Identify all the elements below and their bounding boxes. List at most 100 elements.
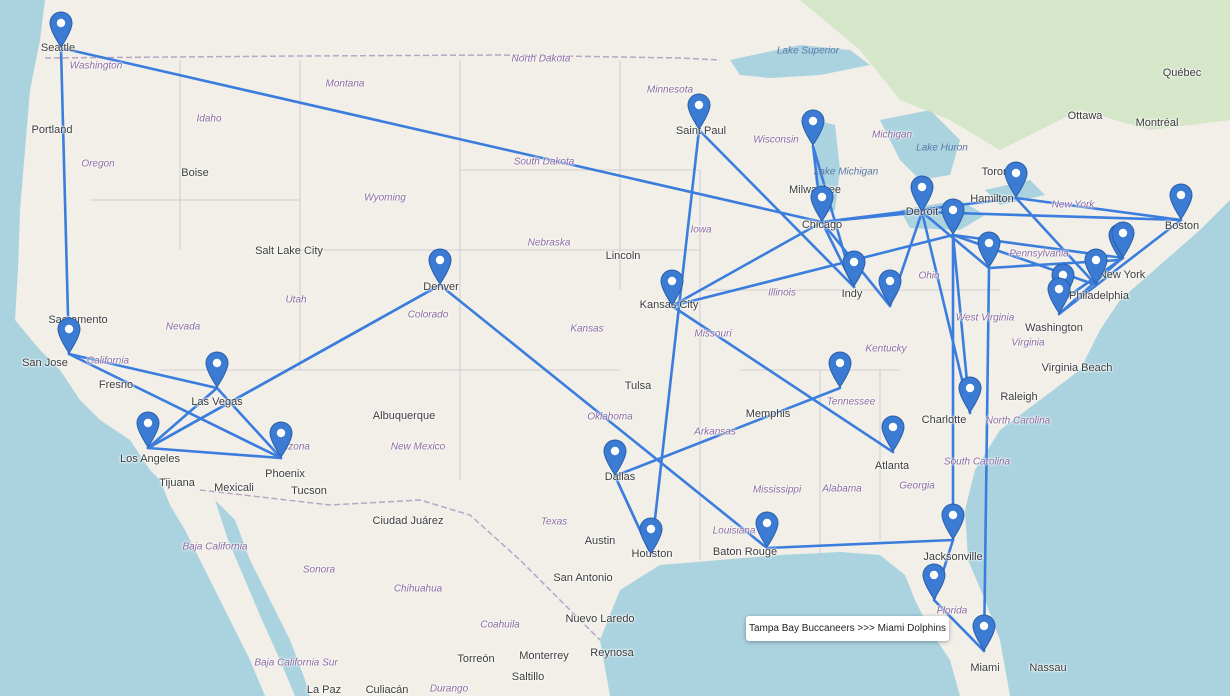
region-label-newyorkstate: New York: [1051, 199, 1095, 211]
route-line-sf-ari: [67, 352, 283, 460]
city-label-phoenix: Phoenix: [265, 468, 305, 480]
map-marker-icon[interactable]: [1083, 247, 1109, 285]
map-marker-icon[interactable]: [48, 10, 74, 48]
city-label-miami: Miami: [970, 662, 1000, 674]
map-marker-icon[interactable]: [827, 350, 853, 388]
city-label-montreal: Montréal: [1135, 117, 1179, 129]
region-label-iowa: Iowa: [690, 224, 712, 236]
region-label-colorado: Colorado: [407, 309, 449, 321]
city-label-jacksonville: Jacksonville: [923, 551, 983, 563]
map-marker-icon[interactable]: [754, 510, 780, 548]
map-marker-icon[interactable]: [921, 562, 947, 600]
city-label-lasvegas: Las Vegas: [191, 396, 243, 408]
route-line-tb-mia: [932, 598, 986, 653]
map-marker-icon[interactable]: [686, 92, 712, 130]
region-label-minnesota: Minnesota: [646, 84, 694, 96]
route-line-no-jax: [765, 538, 955, 550]
region-label-newmexico: New Mexico: [390, 441, 446, 453]
region-label-kentucky: Kentucky: [865, 343, 907, 355]
water-label-lakesuperior: Lake Superior: [776, 45, 840, 57]
region-label-arizona: Arizona: [276, 441, 310, 453]
city-label-washington: Washington: [1025, 322, 1083, 334]
city-label-denver: Denver: [423, 281, 459, 293]
city-label-nassau: Nassau: [1029, 662, 1067, 674]
map-marker-icon[interactable]: [659, 268, 685, 306]
route-line-buf-ne: [1014, 196, 1183, 222]
map-marker-icon[interactable]: [957, 375, 983, 413]
region-label-southcarolina: South Carolina: [943, 456, 1011, 468]
route-line-den-la: [146, 283, 442, 450]
city-label-sanjose: San Jose: [22, 357, 68, 369]
city-label-charlotte: Charlotte: [921, 414, 967, 426]
map-marker-icon[interactable]: [135, 410, 161, 448]
route-line-la-lv: [146, 386, 219, 450]
region-label-coahuila: Coahuila: [480, 619, 520, 631]
city-label-saltlake: Salt Lake City: [255, 245, 323, 257]
route-line-kc-cle: [670, 233, 955, 308]
map-marker-icon[interactable]: [1168, 182, 1194, 220]
region-label-virginia: Virginia: [1011, 337, 1045, 349]
city-label-seattle: Seattle: [40, 42, 76, 54]
route-line-ne-was: [1057, 218, 1183, 316]
region-label-florida: Florida: [936, 605, 968, 617]
map-marker-icon[interactable]: [877, 268, 903, 306]
region-label-california: California: [86, 355, 130, 367]
city-label-detroit: Detroit: [905, 206, 939, 218]
region-label-tennessee: Tennessee: [826, 396, 876, 408]
region-label-kansas: Kansas: [570, 323, 604, 335]
region-label-bajacalifornia: Baja California: [182, 541, 248, 553]
region-label-nevada: Nevada: [165, 321, 201, 333]
map-marker-icon[interactable]: [976, 230, 1002, 268]
route-line-min-hou: [649, 128, 701, 556]
region-label-wisconsin: Wisconsin: [753, 134, 799, 146]
region-label-northdakota: North Dakota: [511, 53, 571, 65]
route-line-chi-kc: [670, 220, 824, 308]
map-marker-icon[interactable]: [204, 350, 230, 388]
map-marker-icon[interactable]: [1110, 220, 1136, 258]
route-line-min-ind: [697, 128, 856, 289]
city-label-tulsa: Tulsa: [624, 380, 652, 392]
region-label-alabama: Alabama: [822, 483, 862, 495]
map-marker-icon[interactable]: [1003, 160, 1029, 198]
map-marker-icon[interactable]: [268, 420, 294, 458]
map-marker-icon[interactable]: [880, 414, 906, 452]
map-marker-icon[interactable]: [809, 184, 835, 222]
map-marker-icon[interactable]: [940, 197, 966, 235]
route-line-dal-ten: [613, 386, 842, 478]
map-marker-icon[interactable]: [800, 108, 826, 146]
city-label-fresno: Fresno: [98, 379, 134, 391]
city-label-ciudadjuarez: Ciudad Juárez: [372, 515, 444, 527]
region-label-wyoming: Wyoming: [364, 192, 406, 204]
map-marker-icon[interactable]: [1046, 276, 1072, 314]
map-marker-icon[interactable]: [56, 316, 82, 354]
city-label-batonrouge: Baton Rouge: [712, 546, 778, 558]
route-line-det-ne: [920, 210, 1183, 222]
map-marker-icon[interactable]: [909, 174, 935, 212]
city-label-culiacan: Culiacán: [365, 684, 409, 696]
route-line-sea-sf: [59, 46, 71, 356]
map-marker-icon[interactable]: [427, 247, 453, 285]
map-marker-icon[interactable]: [638, 516, 664, 554]
map-marker-icon[interactable]: [841, 249, 867, 287]
map-marker-icon[interactable]: [971, 613, 997, 651]
region-label-idaho: Idaho: [196, 113, 222, 125]
city-label-dallas: Dallas: [604, 471, 636, 483]
region-label-southdakota: South Dakota: [513, 156, 575, 168]
region-label-michigan: Michigan: [871, 129, 913, 141]
region-label-oregon: Oregon: [81, 158, 115, 170]
region-label-illinois: Illinois: [768, 287, 796, 299]
map-marker-icon[interactable]: [940, 502, 966, 540]
region-label-texas: Texas: [540, 516, 568, 528]
region-label-mississippi: Mississippi: [752, 484, 802, 496]
city-label-memphis: Memphis: [745, 408, 791, 420]
map-marker-icon[interactable]: [602, 438, 628, 476]
city-label-torreon: Torreón: [457, 653, 495, 665]
region-label-utah: Utah: [285, 294, 307, 306]
water-label-lakehuron: Lake Huron: [916, 142, 968, 154]
route-tooltip-text: Tampa Bay Buccaneers >>> Miami Dolphins: [748, 623, 947, 634]
region-label-sonora: Sonora: [302, 564, 336, 576]
region-label-montana: Montana: [325, 78, 365, 90]
route-line-sea-chi: [59, 46, 824, 224]
